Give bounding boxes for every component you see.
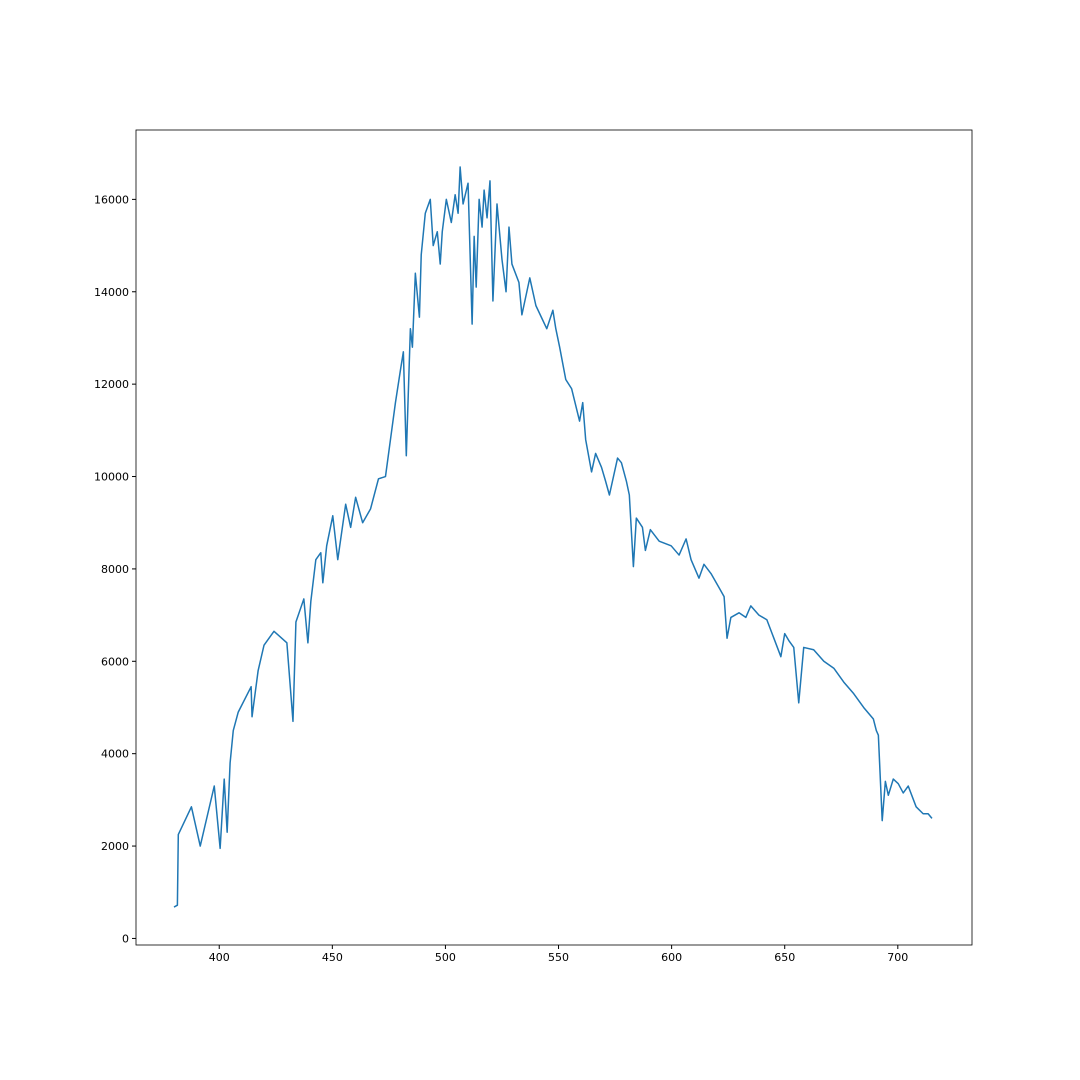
x-tick-label: 700 [887, 951, 908, 964]
plot-frame [135, 129, 973, 946]
x-tick-label: 500 [435, 951, 456, 964]
line [173, 166, 933, 908]
x-tick-label: 450 [322, 951, 343, 964]
y-tick-label: 2000 [101, 840, 129, 853]
y-tick-label: 4000 [101, 748, 129, 761]
x-tick-label: 550 [548, 951, 569, 964]
x-tick-label: 400 [209, 951, 230, 964]
x-tick-label: 600 [661, 951, 682, 964]
y-tick-label: 14000 [94, 286, 129, 299]
y-tick-label: 16000 [94, 193, 129, 206]
y-tick-label: 0 [122, 932, 129, 945]
y-tick-label: 10000 [94, 471, 129, 484]
x-tick-label: 650 [774, 951, 795, 964]
y-tick-label: 6000 [101, 655, 129, 668]
y-tick-label: 8000 [101, 563, 129, 576]
y-tick-label: 12000 [94, 378, 129, 391]
